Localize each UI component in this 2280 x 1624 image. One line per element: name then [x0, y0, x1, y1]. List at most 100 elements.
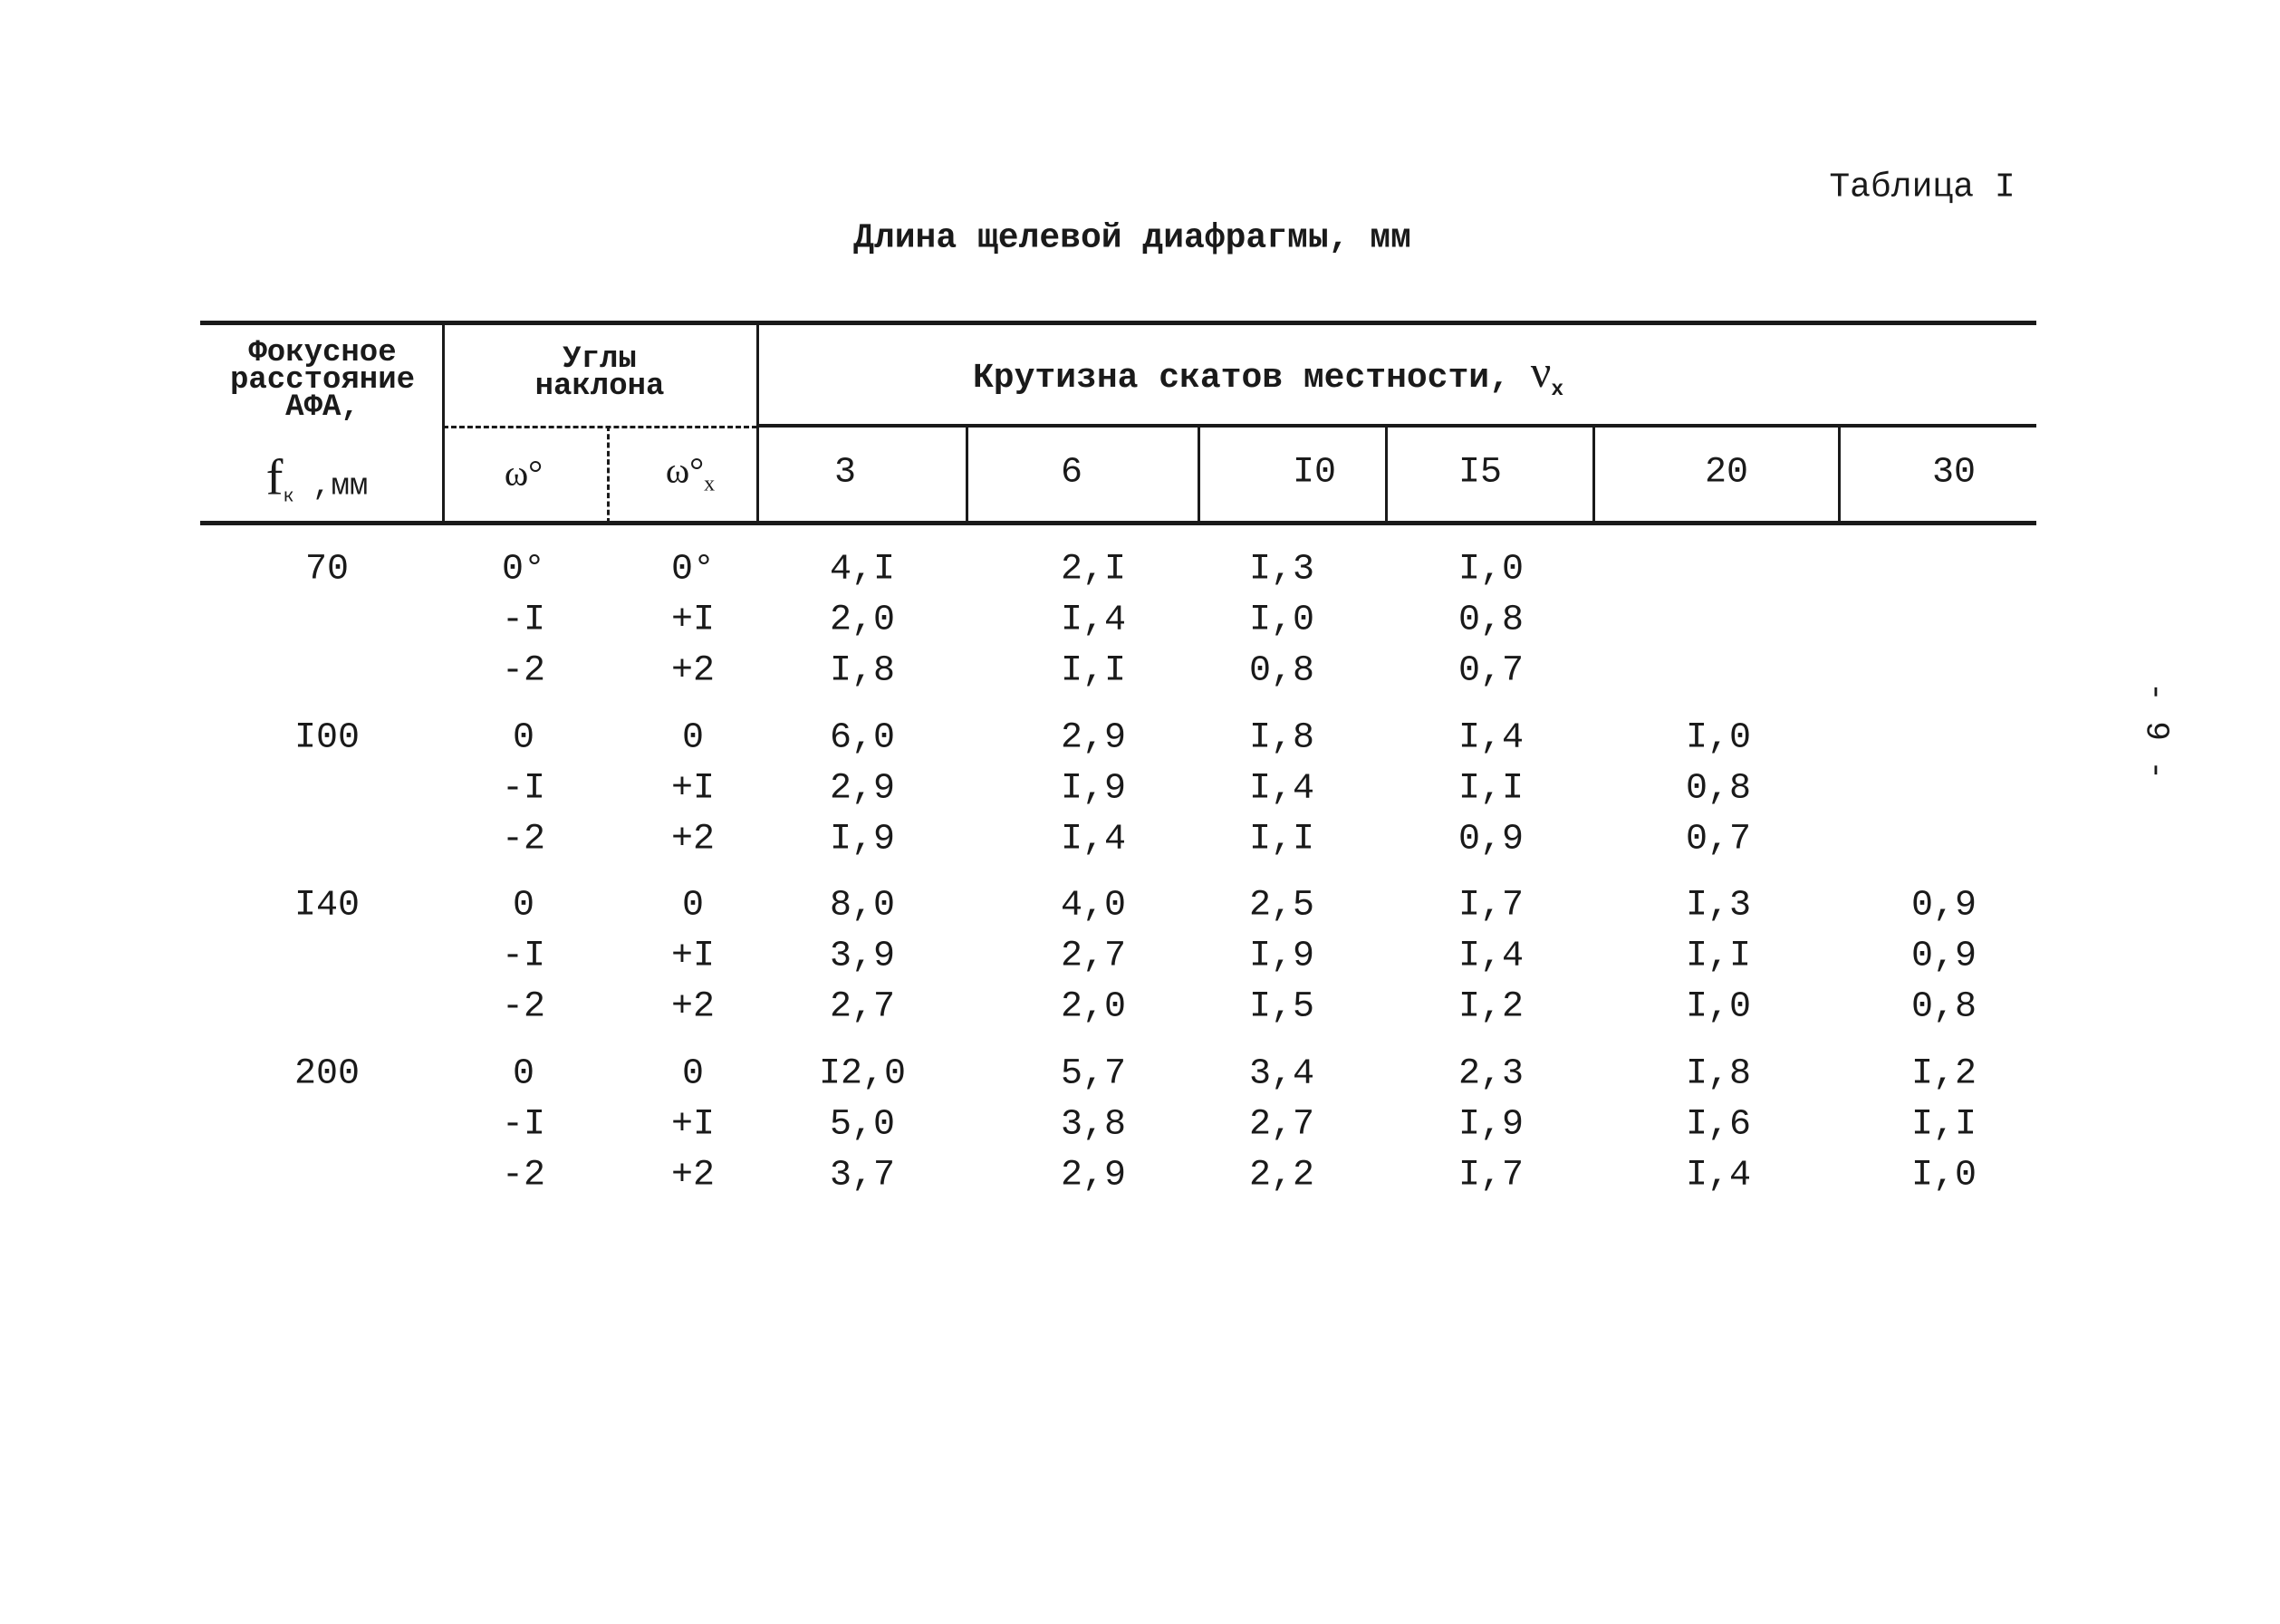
- cell-value: I,8: [1685, 1053, 1752, 1095]
- column-header: I5: [1457, 452, 1503, 494]
- cell-value: I,4: [1060, 819, 1127, 860]
- column-header: 3: [833, 452, 857, 494]
- cell-value: 0,9: [1457, 819, 1525, 860]
- col-rule: [1385, 426, 1388, 524]
- subscript: x: [704, 472, 716, 496]
- omega: 0: [512, 1053, 535, 1095]
- cell-value: 0,9: [1910, 885, 1977, 927]
- cell-value: 2,7: [1060, 936, 1127, 977]
- cell-value: 2,2: [1248, 1155, 1315, 1196]
- top-rule: [200, 321, 2036, 325]
- column-header: 20: [1704, 452, 1749, 494]
- unit: ,мм: [313, 469, 369, 504]
- omega-x: 0: [681, 885, 705, 927]
- cell-value: I,9: [1060, 768, 1127, 810]
- cell-value: I2,0: [818, 1053, 907, 1095]
- column-header: 30: [1931, 452, 1977, 494]
- omega-x: 0: [681, 1053, 705, 1095]
- header-line: Фокусное: [248, 336, 397, 370]
- omega: -I: [501, 936, 546, 977]
- omega-x: +2: [670, 819, 716, 860]
- omega: 0°: [501, 549, 546, 591]
- header-line: Углы: [563, 342, 637, 377]
- omega: -I: [501, 768, 546, 810]
- cell-value: 4,I: [829, 549, 896, 591]
- omega-x: +I: [670, 1104, 716, 1146]
- omega: 0: [512, 717, 535, 759]
- omega: -2: [501, 986, 546, 1028]
- focal-length: I40: [293, 885, 361, 927]
- cell-value: I,3: [1685, 885, 1752, 927]
- header-line: АФА,: [285, 390, 360, 425]
- cell-value: 2,I: [1060, 549, 1127, 591]
- cell-value: I,0: [1685, 986, 1752, 1028]
- cell-value: I,I: [1457, 768, 1525, 810]
- cell-value: 0,8: [1457, 600, 1525, 641]
- cell-value: 2,7: [829, 986, 896, 1028]
- omega-x: +2: [670, 650, 716, 692]
- symbol: ω°: [665, 449, 705, 491]
- omega: -2: [501, 1155, 546, 1196]
- omega-x: +I: [670, 768, 716, 810]
- omega: -2: [501, 650, 546, 692]
- omega-x: +2: [670, 986, 716, 1028]
- cell-value: I,5: [1248, 986, 1315, 1028]
- cell-value: I,I: [1685, 936, 1752, 977]
- cell-value: 2,5: [1248, 885, 1315, 927]
- omega-x: +I: [670, 936, 716, 977]
- cell-value: 4,0: [1060, 885, 1127, 927]
- table-label: Таблица I: [1829, 168, 2015, 207]
- omega-x: 0: [681, 717, 705, 759]
- cell-value: I,8: [1248, 717, 1315, 759]
- col-rule: [1838, 426, 1841, 524]
- cell-value: I,9: [1457, 1104, 1525, 1146]
- omega: -I: [501, 600, 546, 641]
- cell-value: 3,4: [1248, 1053, 1315, 1095]
- cell-value: 0,8: [1910, 986, 1977, 1028]
- cell-value: 5,7: [1060, 1053, 1127, 1095]
- page-number: - 9 -: [2137, 681, 2175, 781]
- cell-value: 0,7: [1685, 819, 1752, 860]
- cell-value: I,0: [1685, 717, 1752, 759]
- cell-value: I,0: [1248, 600, 1315, 641]
- symbol: ν: [1530, 346, 1552, 398]
- omega: -2: [501, 819, 546, 860]
- cell-value: I,2: [1457, 986, 1525, 1028]
- col-rule: [1198, 426, 1200, 524]
- cell-value: I,9: [1248, 936, 1315, 977]
- cell-value: 0,9: [1910, 936, 1977, 977]
- cell-value: 2,0: [829, 600, 896, 641]
- subscript: к: [283, 486, 294, 508]
- angles-header: Углы наклона: [534, 342, 665, 404]
- col-rule: [966, 426, 968, 524]
- cell-value: I,I: [1060, 650, 1127, 692]
- header-bottom-rule: [200, 521, 2036, 525]
- cell-value: 2,9: [1060, 717, 1127, 759]
- cell-value: 3,7: [829, 1155, 896, 1196]
- cell-value: 3,9: [829, 936, 896, 977]
- cell-value: 3,8: [1060, 1104, 1127, 1146]
- header-mid-rule: [757, 424, 2036, 428]
- cell-value: I,0: [1910, 1155, 1977, 1196]
- omega: 0: [512, 885, 535, 927]
- cell-value: I,I: [1910, 1104, 1977, 1146]
- angles-rule: [443, 426, 757, 428]
- cell-value: I,7: [1457, 885, 1525, 927]
- cell-value: 8,0: [829, 885, 896, 927]
- omega-x: 0°: [670, 549, 716, 591]
- omega: -I: [501, 1104, 546, 1146]
- omega-x: +I: [670, 600, 716, 641]
- cell-value: I,0: [1457, 549, 1525, 591]
- focal-length: I00: [293, 717, 361, 759]
- omega-header: ω°: [504, 452, 544, 494]
- cell-value: 2,3: [1457, 1053, 1525, 1095]
- cell-value: I,2: [1910, 1053, 1977, 1095]
- cell-value: I,7: [1457, 1155, 1525, 1196]
- col-rule: [442, 323, 445, 524]
- focal-length: 70: [304, 549, 350, 591]
- header-line: расстояние: [229, 363, 416, 398]
- header-line: наклона: [534, 370, 665, 404]
- cell-value: I,4: [1248, 768, 1315, 810]
- focal-length: 200: [293, 1053, 361, 1095]
